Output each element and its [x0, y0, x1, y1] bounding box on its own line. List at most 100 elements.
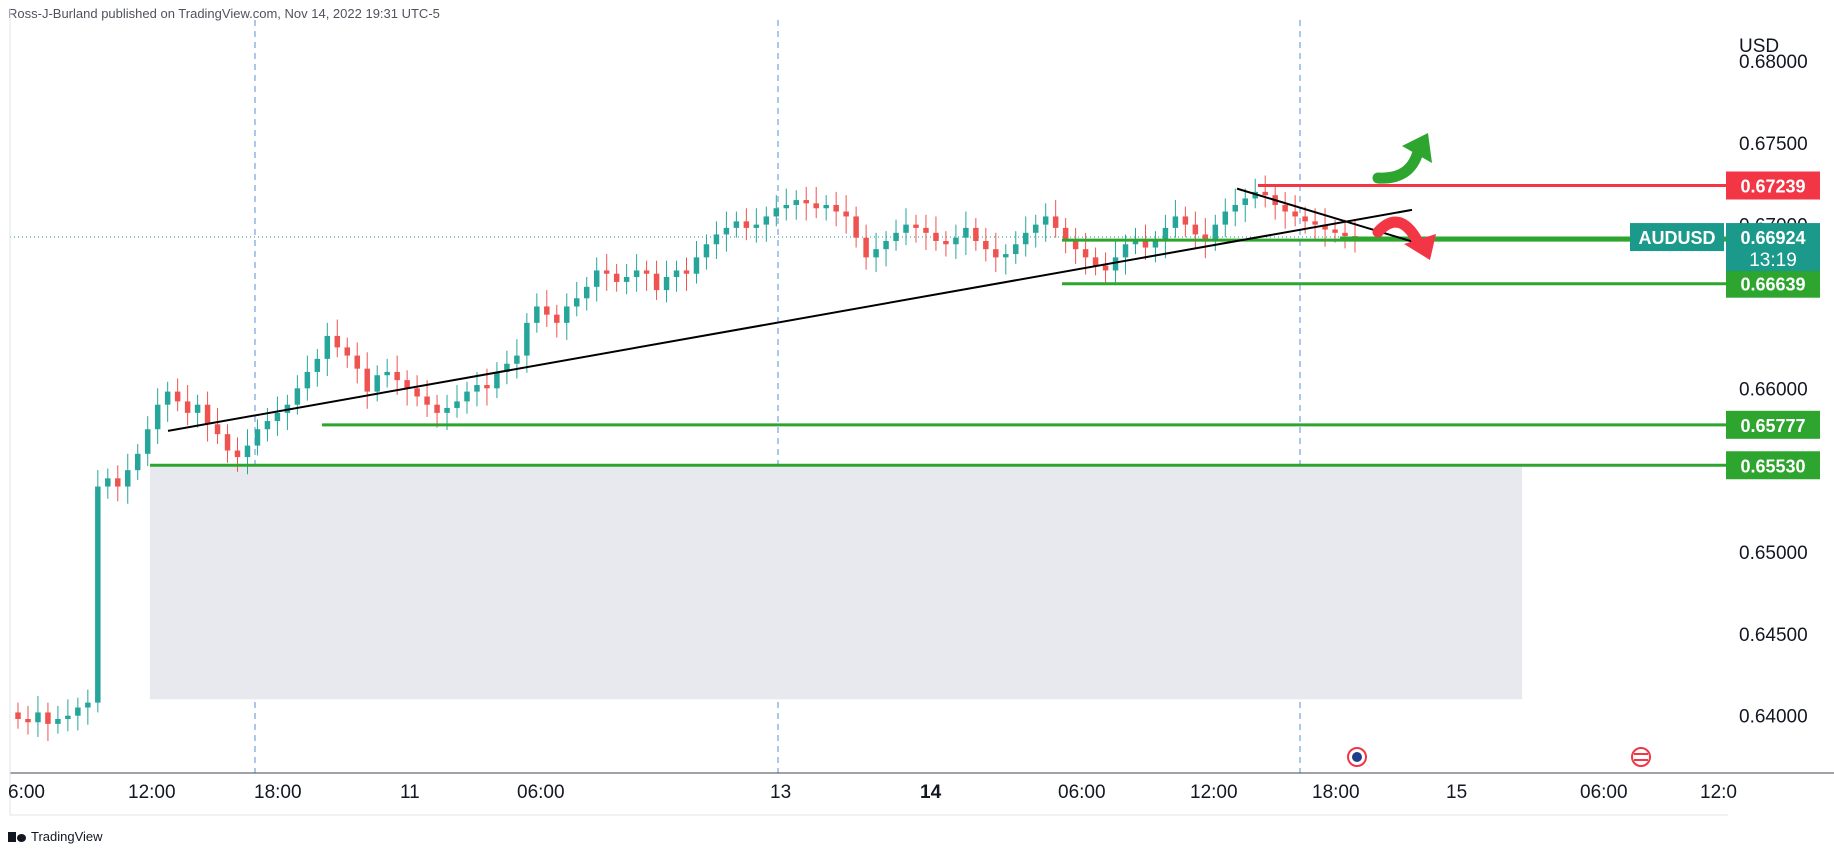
candle-body — [903, 224, 909, 233]
publisher-caption: Ross-J-Burland published on TradingView.… — [8, 6, 440, 21]
candle-body — [554, 314, 560, 323]
demand-zone — [150, 465, 1522, 700]
demand-zone-layer — [150, 465, 1522, 700]
candle-body — [1062, 227, 1069, 241]
candle-body — [783, 204, 790, 209]
candle-body — [1242, 198, 1248, 205]
level-tag-0.67239-bg — [1726, 171, 1820, 200]
candle-body — [15, 712, 21, 719]
candle-body — [414, 388, 420, 397]
candle-body — [853, 216, 859, 238]
x-tick-label: 06:00 — [1580, 782, 1628, 803]
time-axis-layer: 6:00 12:00 18:00 11 06:00 13 14 06:00 12:00 18:00… — [8, 782, 1737, 803]
candle-body — [1152, 240, 1159, 248]
candle-body — [1212, 224, 1219, 241]
candle-body — [224, 434, 231, 451]
candle-body — [803, 200, 809, 204]
y-tick-label: 0.64000 — [1739, 707, 1808, 728]
x-tick-label: 12:00 — [1190, 782, 1238, 803]
level-tag-0.66639-text: 0.66639 — [1740, 275, 1805, 295]
candle-body — [45, 712, 51, 724]
falling-trendline — [1236, 187, 1433, 249]
candle-body — [673, 270, 680, 278]
candle-body — [593, 270, 600, 287]
candle-body — [1192, 224, 1199, 235]
candle-body — [653, 273, 660, 291]
candle-body — [793, 200, 799, 205]
candle-body — [743, 221, 750, 228]
x-tick-label: 06:00 — [1058, 782, 1106, 803]
candle-body — [1162, 227, 1169, 241]
candle-body — [174, 391, 181, 402]
candle-body — [354, 355, 360, 369]
price-axis-layer: USD0.680000.675000.670000.660000.650000.… — [1739, 36, 1808, 728]
candle-body — [115, 478, 121, 487]
candle-body — [1232, 204, 1239, 212]
last-price-value: 0.66924 — [1740, 228, 1805, 248]
x-tick-label: 18:00 — [1312, 782, 1360, 803]
candle-body — [583, 286, 590, 299]
candle-body — [933, 232, 939, 241]
candle-body — [1292, 211, 1298, 217]
candle-body — [1092, 257, 1099, 266]
candle-body — [993, 249, 999, 258]
candle-body — [703, 244, 710, 258]
candle-body — [164, 391, 171, 405]
level-tag-0.65777: 0.65777 — [1726, 410, 1820, 439]
candle-body — [983, 240, 989, 250]
candle-body — [823, 204, 829, 209]
candle-body — [943, 240, 949, 245]
last-price-tag-bg — [1726, 223, 1820, 272]
candle-body — [643, 270, 650, 274]
y-tick-label: 0.64500 — [1739, 625, 1808, 646]
candle-body — [763, 216, 770, 225]
y-tick-label: 0.65000 — [1739, 543, 1808, 564]
candle-body — [1072, 240, 1079, 250]
candle-body — [25, 718, 31, 723]
y-tick-label: 0.68000 — [1739, 52, 1808, 73]
candle-body — [1142, 240, 1149, 248]
candle-body — [254, 429, 261, 446]
candle-body — [55, 718, 61, 724]
candle-body — [883, 240, 889, 250]
candle-body — [1302, 216, 1308, 222]
tradingview-logo[interactable]: TradingView — [8, 829, 103, 844]
bullish-arrow-icon — [1372, 146, 1424, 184]
candle-body — [773, 208, 780, 217]
candle-body — [813, 203, 819, 209]
level-tag-0.65530-text: 0.65530 — [1740, 456, 1805, 476]
candle-body — [1262, 191, 1268, 196]
x-tick-label: 12:00 — [128, 782, 176, 803]
tradingview-logo-icon — [8, 831, 26, 842]
level-tag-0.65530-bg — [1726, 451, 1820, 480]
candle-body — [544, 306, 550, 315]
candle-body — [105, 478, 111, 487]
candle-body — [514, 355, 520, 364]
price-tags-layer: 0.672390.669050.666390.657770.65530AUDUS… — [1630, 171, 1820, 480]
level-tag-0.65777-text: 0.65777 — [1740, 416, 1805, 436]
candle-body — [1202, 234, 1209, 241]
candle-body — [434, 404, 440, 413]
x-tick-label: 18:00 — [254, 782, 302, 803]
candle-body — [1082, 249, 1089, 258]
candle-body — [564, 306, 570, 323]
level-tag-0.66639: 0.66639 — [1726, 269, 1820, 298]
candle-body — [1332, 229, 1338, 233]
x-tick-label: 15 — [1446, 782, 1467, 803]
candle-body — [144, 429, 151, 454]
candle-body — [344, 347, 351, 356]
candle-body — [85, 702, 91, 708]
candle-body — [923, 227, 929, 233]
candle-body — [723, 227, 730, 235]
candle-body — [134, 453, 141, 471]
candle-body — [1052, 216, 1059, 228]
candle-body — [304, 371, 311, 389]
candle-body — [953, 237, 959, 245]
candle-body — [603, 270, 610, 274]
level-tag-0.67239-text: 0.67239 — [1740, 176, 1805, 196]
candle-body — [574, 298, 580, 307]
candle-body — [963, 227, 969, 238]
candle-body — [613, 273, 620, 282]
candle-body — [154, 404, 161, 430]
